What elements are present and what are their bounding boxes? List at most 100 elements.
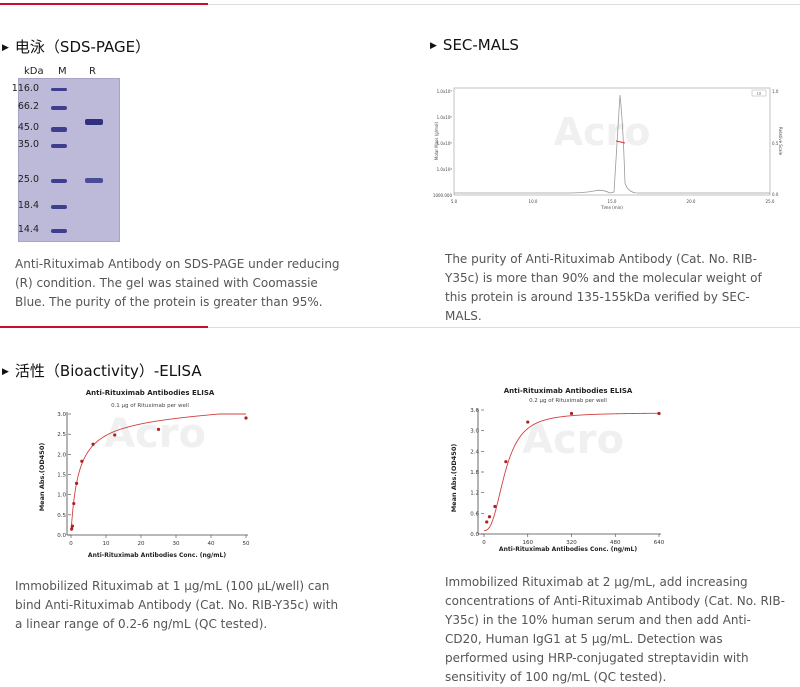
bullet-icon: ▶ [430,41,437,51]
chart-subtitle: 0.1 μg of Rituximab per well [111,403,189,409]
y-tick-label: 0.0 [57,533,66,539]
y-tick-label: 2.5 [57,432,66,438]
elisa-right-chart: Acro Anti-Rituximab Antibodies ELISA 0.2… [450,387,665,553]
gel-kda-label: kDa [24,66,44,77]
data-point [156,427,161,431]
y-tick: 1.0x10⁴ [437,167,453,172]
data-point [493,504,497,509]
marker-band [51,127,67,132]
bullet-icon: ▶ [2,367,9,377]
marker-band [51,106,67,110]
fit-curve [483,412,659,532]
bullet-icon: ▶ [2,43,9,53]
gel-header [18,64,120,79]
chart-title: Anti-Rituximab Antibodies ELISA [86,389,215,397]
marker-band [51,144,67,148]
y-tick-label: 1.8 [470,470,479,476]
marker-label: 35.0 [17,139,39,150]
x-tick-label: 50 [243,541,250,547]
y-tick-label: 0.0 [470,532,479,538]
data-point [70,524,74,528]
x-axis-label: Anti-Rituximab Antibodies Conc. (ng/mL) [499,546,637,553]
y-tick-label: 1.5 [57,473,66,479]
y-tick-label: 2.4 [470,449,479,455]
x-tick: 15.0 [608,199,617,204]
watermark: Acro [554,110,651,154]
chart-title: Anti-Rituximab Antibodies ELISA [504,387,633,395]
y-axis-label: Mean Abs.(OD450) [38,443,46,512]
watermark: Acro [522,417,624,463]
x-tick-label: 30 [173,541,180,547]
marker-label: 116.0 [11,83,39,94]
y-tick-label: 1.2 [470,491,479,497]
x-tick-label: 160 [523,540,534,546]
y-axis-label: Mean Abs.(OD450) [450,444,458,513]
y-tick: 1.0x10⁵ [437,141,453,146]
elisa-left-description: Immobilized Rituximab at 1 μg/mL (100 μL… [15,579,339,631]
y-right-tick: 1.0 [772,89,779,94]
y-tick-label: 1.0 [57,493,66,499]
marker-label: 18.4 [17,200,39,211]
elisa-right-description: Immobilized Rituximab at 2 μg/mL, add in… [445,575,785,684]
watermark: Acro [104,411,206,457]
data-point [91,442,95,446]
marker-label: 45.0 [17,122,39,133]
data-point [75,481,79,485]
x-tick-label: 320 [566,540,577,546]
x-tick-label: 0 [69,541,73,547]
data-point [504,460,508,464]
data-point [70,527,74,531]
data-point [657,411,661,416]
x-tick: 25.0 [766,199,775,204]
marker-band [51,229,67,233]
sample-band-heavy-chain [85,119,103,125]
data-point [113,433,117,437]
fit-curve [70,413,246,532]
data-point [244,416,248,420]
x-tick-label: 0 [482,540,486,546]
top-accent-line [0,3,208,5]
sec-title: ▶ SEC-MALS [430,36,519,54]
y-tick: 1000.000 [433,193,453,198]
data-point [569,411,574,416]
divider [208,327,800,328]
legend-box [751,89,767,97]
marker-label: 14.4 [17,224,39,235]
gel-lane-r-label: R [89,66,96,77]
y-tick-label: 0.5 [57,513,66,519]
sample-band-light-chain [85,178,103,183]
divider [208,4,800,5]
sds-title: ▶ 电泳（SDS-PAGE） [2,38,151,56]
y-right-axis-label: Relative Scale [778,127,783,156]
sec-mals-chart: Acro Molar Mass (g/mol) Relative Scale 1… [424,83,789,218]
y-tick-label: 3.0 [57,412,66,418]
gel-lane-m-label: M [58,66,67,77]
x-axis-label: Time (min) [600,205,623,210]
sec-description: The purity of Anti-Rituximab Antibody (C… [445,252,762,323]
y-tick: 1.0x10⁶ [437,115,453,120]
chart-subtitle: 0.2 μg of Rituximab per well [529,398,607,404]
chromatogram-line [454,94,770,194]
x-tick: 20.0 [687,199,696,204]
marker-band [51,88,67,91]
y-tick: 1.0x10⁷ [437,89,453,94]
y-tick-label: 2.0 [57,452,66,458]
data-point [72,501,76,506]
x-tick: 5.0 [451,199,458,204]
y-tick-label: 0.6 [470,511,479,517]
marker-band [51,205,67,209]
middle-accent-line [0,326,208,328]
x-tick-label: 640 [654,540,665,546]
x-tick-label: 480 [610,540,621,546]
y-tick-label: 3.0 [470,429,479,435]
x-tick: 10.0 [529,199,538,204]
data-point [485,520,489,524]
data-point [487,515,492,519]
elisa-left-chart: Acro Anti-Rituximab Antibodies ELISA 0.1… [38,389,250,559]
sds-description: Anti-Rituximab Antibody on SDS-PAGE unde… [15,257,340,309]
gel-image: kDa M R 116.0 66.2 45.0 35.0 25.0 18.4 1… [12,64,120,242]
y-axis-label: Molar Mass (g/mol) [434,121,439,160]
legend-label: LS [757,92,762,96]
x-tick-label: 10 [103,541,110,547]
marker-label: 66.2 [17,101,39,112]
